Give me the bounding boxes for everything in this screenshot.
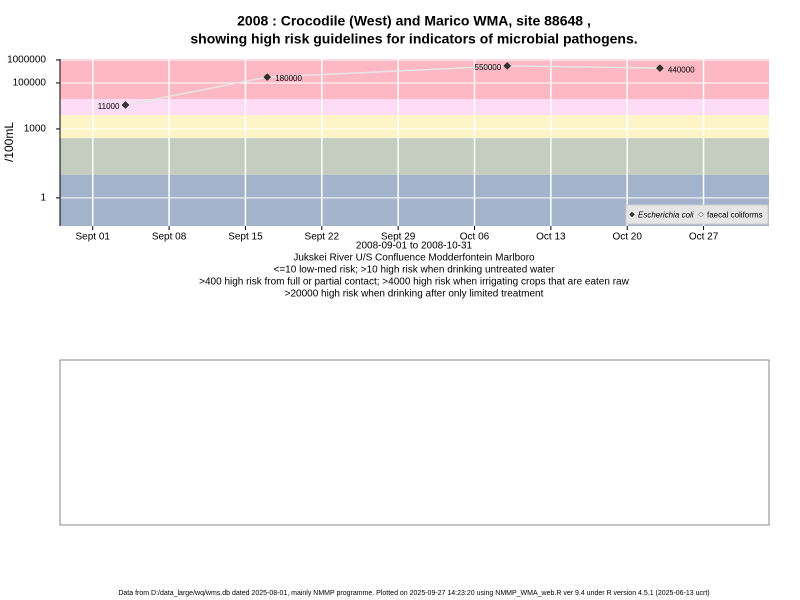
- legend-marker: [629, 211, 635, 218]
- x-tick-label: Oct 27: [689, 232, 719, 243]
- legend-label: faecal coliforms: [707, 211, 763, 220]
- data-point: [656, 64, 664, 73]
- footer: Data from D:/data_large/wq/wms.db dated …: [118, 590, 709, 597]
- subtitle: >20000 high risk when drinking after onl…: [285, 289, 544, 300]
- x-tick-label: Sept 08: [152, 232, 187, 243]
- y-tick-label: 1000: [24, 124, 47, 135]
- subtitle: 2008-09-01 to 2008-10-31: [356, 241, 473, 252]
- y-tick-label: 1: [40, 193, 46, 204]
- x-tick-label: Oct 06: [460, 232, 490, 243]
- y-tick-label: 100000: [13, 78, 47, 89]
- data-point: [503, 62, 512, 70]
- y-tick-label: 1000000: [7, 55, 46, 66]
- risk-band: [60, 115, 769, 139]
- risk-band: [60, 99, 769, 116]
- legend-box: [625, 204, 769, 225]
- subtitle: <=10 low-med risk; >10 high risk when dr…: [274, 265, 556, 276]
- data-label: 550000: [475, 63, 502, 72]
- x-tick-label: Sept 01: [75, 232, 110, 243]
- data-point: [121, 101, 130, 109]
- series-line: [125, 65, 660, 106]
- legend-label: Escherichia coli: [638, 211, 694, 220]
- legend-marker: [698, 211, 704, 218]
- data-label: 440000: [668, 65, 695, 74]
- subtitle: Jukskei River U/S Confluence Modderfonte…: [293, 253, 535, 264]
- empty-panel: [59, 359, 770, 526]
- x-tick-label: Sept 15: [228, 232, 263, 243]
- x-tick-label: Sept 29: [381, 232, 416, 243]
- x-tick-label: Sept 22: [305, 232, 340, 243]
- x-tick-label: Oct 20: [612, 232, 642, 243]
- chart-title: 2008 : Crocodile (West) and Marico WMA, …: [237, 13, 591, 29]
- x-tick-label: Oct 13: [536, 232, 566, 243]
- chart-title: showing high risk guidelines for indicat…: [190, 31, 637, 47]
- data-label: 11000: [98, 102, 120, 111]
- data-point: [263, 73, 272, 81]
- y-axis-label: /100mL: [2, 122, 16, 162]
- risk-band: [60, 138, 769, 175]
- subtitle: >400 high risk from full or partial cont…: [199, 277, 629, 288]
- data-label: 180000: [275, 74, 302, 83]
- risk-band: [60, 59, 769, 100]
